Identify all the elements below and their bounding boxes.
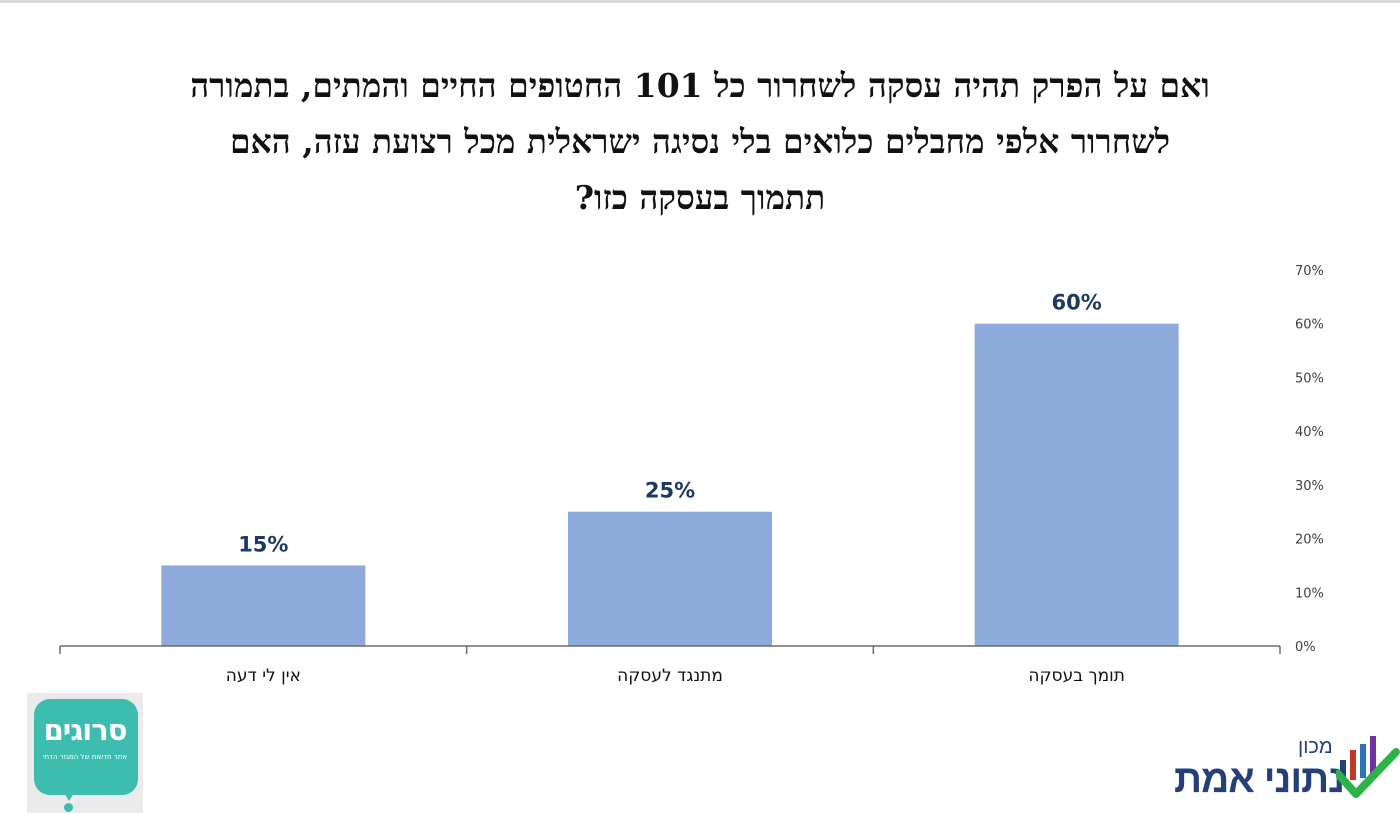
y-tick-label-0: 0% bbox=[1295, 640, 1316, 655]
y-tick-label-4: 40% bbox=[1295, 425, 1324, 440]
srugim-logo-bubble bbox=[34, 699, 138, 795]
category-label-0: אין לי דעה bbox=[226, 666, 301, 686]
y-tick-label-3: 30% bbox=[1295, 479, 1324, 494]
bar-0 bbox=[161, 565, 366, 646]
category-label-2: תומך בעסקה bbox=[1028, 666, 1125, 686]
chart-title-line-3: תתמוך בעסקה כזו? bbox=[574, 178, 826, 217]
y-tick-label-1: 10% bbox=[1295, 586, 1324, 601]
checkmark-bars-icon bbox=[1336, 736, 1400, 798]
y-tick-label-6: 60% bbox=[1295, 318, 1324, 333]
chart-title-line-2: לשחרור אלפי מחבלים כלואים בלי נסיגה ישרא… bbox=[229, 122, 1171, 161]
y-tick-label-2: 20% bbox=[1295, 533, 1324, 548]
srugim-logo: סרוגים אתר חדשות של המגזר הדתי bbox=[27, 693, 143, 813]
category-label-1: מתנגד לעסקה bbox=[617, 666, 723, 686]
chart-title: ואם על הפרק תהיה עסקה לשחרור כל 101 החטו… bbox=[0, 58, 1400, 226]
top-border bbox=[0, 0, 1400, 3]
srugim-logo-tail bbox=[63, 791, 75, 801]
bar-2 bbox=[974, 323, 1179, 646]
bar-chart: 15% אין לי דעה 25% מתנגד לעסקה 60% תומך בעסקה… bbox=[59, 264, 1324, 686]
srugim-logo-name: סרוגים bbox=[43, 713, 128, 747]
emet-logo-small-text: מכון bbox=[1298, 736, 1333, 758]
chart-title-line-1: ואם על הפרק תהיה עסקה לשחרור כל 101 החטו… bbox=[190, 66, 1210, 105]
data-label-2: 60% bbox=[1052, 291, 1102, 315]
emet-data-logo: מכון נתוני אמת bbox=[1170, 728, 1400, 814]
y-tick-label-7: 70% bbox=[1295, 264, 1324, 279]
emet-logo-name: נתוני אמת bbox=[1174, 758, 1345, 801]
y-tick-label-5: 50% bbox=[1295, 371, 1324, 386]
srugim-logo-dot bbox=[64, 803, 73, 812]
data-label-1: 25% bbox=[645, 479, 695, 503]
bar-1 bbox=[568, 511, 772, 646]
srugim-logo-tagline: אתר חדשות של המגזר הדתי bbox=[42, 753, 128, 761]
data-label-0: 15% bbox=[238, 532, 288, 556]
